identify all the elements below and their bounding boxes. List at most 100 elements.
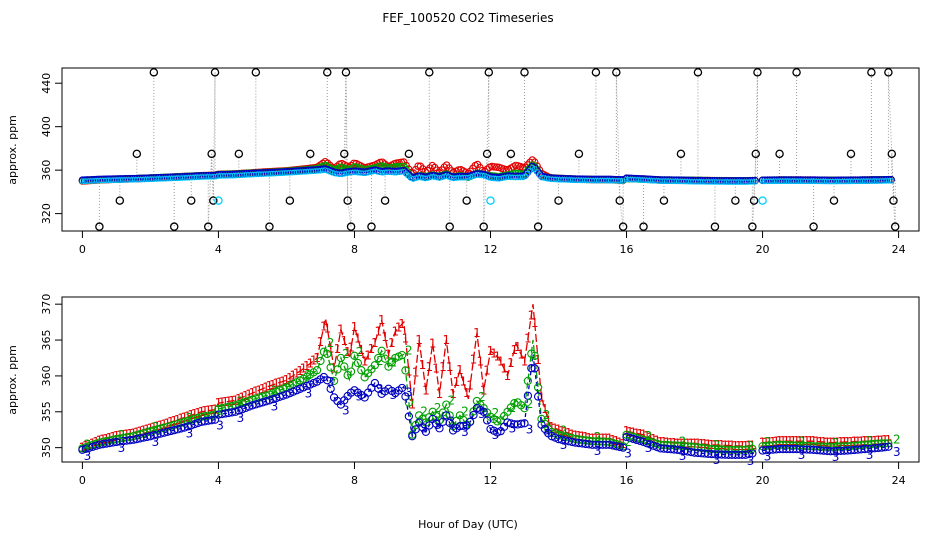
baseline-point-series-3	[111, 175, 120, 183]
baseline-point-series-3	[775, 176, 783, 184]
series-1-mark: 1	[422, 383, 430, 397]
baseline-point-series-3	[708, 177, 716, 185]
baseline-point-series-3	[823, 176, 831, 185]
baseline-point-series-3	[856, 176, 864, 184]
series-1-mark: 1	[313, 351, 321, 365]
bottom-x-tick-label: 8	[351, 474, 358, 487]
series-2-mark	[350, 351, 359, 360]
baseline-point-series-3	[625, 174, 633, 183]
series-3-mark: 3	[492, 428, 500, 442]
series-2-mark	[346, 367, 356, 376]
series-1-mark: 1	[419, 358, 427, 372]
series-3-mark	[404, 412, 414, 421]
series-2-mark	[377, 346, 386, 355]
baseline-point-series-3	[665, 176, 674, 184]
series-1-mark: 1	[497, 355, 505, 369]
series-2-mark	[442, 400, 451, 409]
series-1-mark: 1	[269, 378, 277, 392]
series-1-mark: 1	[215, 396, 223, 410]
series-1-mark: 1	[664, 435, 672, 449]
outlier-point	[209, 196, 218, 205]
outlier-point	[615, 196, 624, 205]
outlier-connector	[347, 200, 352, 227]
outlier-point	[554, 196, 563, 205]
baseline-point-series-3	[140, 174, 149, 183]
outlier-point	[749, 196, 759, 205]
outlier-connector	[615, 72, 621, 201]
flagged-point	[486, 196, 495, 205]
top-x-tick-label: 0	[79, 243, 86, 256]
outlier-point	[115, 196, 125, 205]
series-1-mark: 1	[412, 365, 420, 379]
series-3-mark	[479, 407, 488, 416]
series-1-mark: 1	[201, 404, 209, 418]
baseline-point-series-3	[576, 175, 584, 183]
series-1-mark: 1	[453, 375, 461, 389]
outlier-point	[639, 222, 648, 231]
outlier-point	[203, 222, 213, 231]
flagged-point	[758, 196, 767, 205]
series-1-mark: 1	[259, 382, 267, 396]
baseline-point-series-3	[739, 177, 747, 185]
baseline-point-series-3	[780, 176, 788, 184]
baseline-point-series-3	[672, 176, 681, 184]
top-x-tick-label: 20	[756, 243, 770, 256]
series-2-mark	[401, 366, 410, 375]
baseline-point-series-3	[691, 176, 700, 185]
series-2-mark: 2	[798, 435, 806, 449]
series-2-mark: 2	[645, 429, 653, 443]
baseline-point-series-3	[604, 175, 613, 184]
series-1-mark: 1	[378, 313, 386, 327]
baseline-point-series-3	[176, 173, 184, 181]
baseline-point-series-3	[554, 174, 563, 183]
baseline-point-series-3	[858, 176, 867, 184]
baseline-point-series-3	[818, 176, 826, 184]
baseline-point-series-3	[660, 176, 669, 184]
series-2-mark: 2	[434, 401, 442, 415]
baseline-point-series-3	[171, 173, 179, 181]
baseline-point-series-3	[161, 173, 170, 182]
outlier-point	[693, 68, 703, 77]
series-2-mark	[340, 362, 349, 371]
outlier-connector	[751, 200, 755, 227]
series-3-mark	[397, 383, 407, 393]
outlier-point	[533, 222, 543, 231]
baseline-point-series-3	[183, 172, 191, 181]
top-y-axis-title: approx. ppm	[6, 115, 19, 185]
top-plot-frame	[61, 67, 920, 232]
baseline-point-series-3	[746, 176, 755, 185]
series-2-mark	[353, 358, 363, 368]
series-2-mark: 2	[420, 404, 428, 418]
baseline-point-series-3	[392, 167, 401, 176]
series-1-mark: 1	[487, 344, 495, 358]
outlier-connector	[483, 153, 488, 227]
series-3-mark: 3	[390, 388, 398, 402]
baseline-point-series-3	[557, 174, 565, 183]
series-1-mark: 1	[514, 340, 522, 354]
series-1-mark: 1	[555, 423, 563, 437]
baseline-point-series-3	[566, 175, 575, 183]
series-3-mark	[326, 384, 335, 393]
series-1-mark: 1	[800, 434, 808, 448]
series-1-mark: 1	[721, 438, 729, 452]
top-x-tick-label: 24	[892, 243, 906, 256]
baseline-point-series-3	[677, 176, 686, 184]
series-1-mark: 1	[558, 424, 566, 438]
series-3-mark	[533, 392, 543, 401]
baseline-point-series-3	[725, 177, 733, 185]
series-1-mark: 1	[708, 438, 716, 452]
baseline-point-series-3	[116, 175, 125, 183]
baseline-point-series-3	[147, 174, 156, 182]
series-1-mark: 1	[647, 431, 655, 445]
series-1-mark: 1	[504, 369, 512, 383]
bottom-y-tick-label: 360	[40, 365, 53, 386]
outlier-point	[618, 222, 628, 231]
outlier-point	[341, 68, 351, 77]
baseline-point-series-3	[849, 176, 857, 184]
series-2-mark	[397, 350, 407, 360]
baseline-point-series-3	[763, 176, 772, 184]
baseline-point-series-3	[710, 177, 719, 185]
baseline-point-series-3	[452, 173, 460, 181]
series-1-mark: 1	[681, 436, 689, 450]
bottom-y-axis-title: approx. ppm	[6, 345, 19, 415]
